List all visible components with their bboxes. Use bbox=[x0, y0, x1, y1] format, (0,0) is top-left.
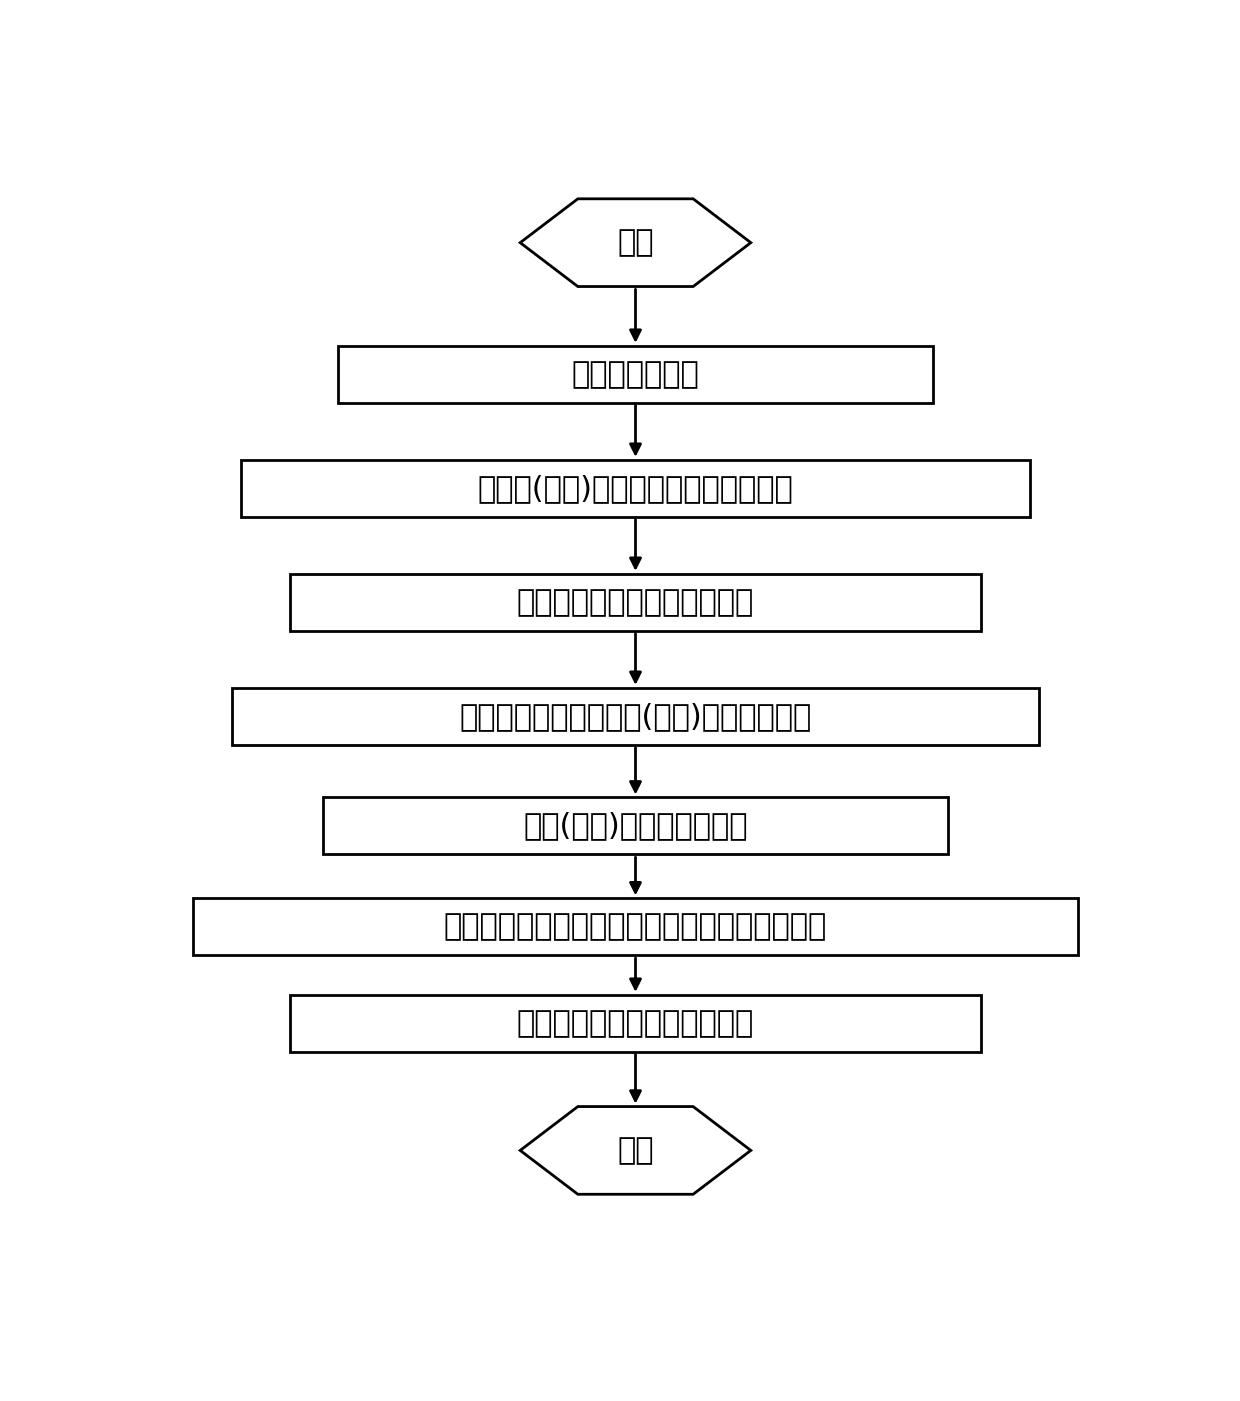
Text: 开始: 开始 bbox=[618, 228, 653, 258]
Bar bbox=[290, 574, 982, 630]
Bar bbox=[290, 995, 982, 1052]
Bar bbox=[242, 460, 1029, 517]
Text: 结束: 结束 bbox=[618, 1136, 653, 1164]
Polygon shape bbox=[521, 1107, 751, 1194]
Bar bbox=[324, 797, 947, 855]
Text: 切割后外壳，沿引腿和绝缘子部位进行二次切割: 切割后外壳，沿引腿和绝缘子部位进行二次切割 bbox=[444, 912, 827, 941]
Text: 表面能谱分析，确定失效部位: 表面能谱分析，确定失效部位 bbox=[517, 1009, 754, 1038]
Text: 大腔体工装进行高温存贮实验: 大腔体工装进行高温存贮实验 bbox=[517, 588, 754, 616]
Bar bbox=[193, 898, 1078, 955]
Text: 大腔体工装制作: 大腔体工装制作 bbox=[572, 360, 699, 388]
Bar bbox=[232, 688, 1039, 745]
Text: 大腔体工装和密封电路(模块)进行水汽检测: 大腔体工装和密封电路(模块)进行水汽检测 bbox=[459, 702, 812, 731]
Text: 电路(模块)沿中心切割加工: 电路(模块)沿中心切割加工 bbox=[523, 811, 748, 841]
Text: 将电路(模块)嵌套入大腔体工装并封装: 将电路(模块)嵌套入大腔体工装并封装 bbox=[477, 474, 794, 503]
Bar bbox=[337, 346, 934, 402]
Polygon shape bbox=[521, 199, 751, 287]
